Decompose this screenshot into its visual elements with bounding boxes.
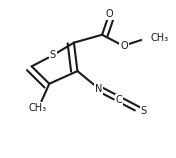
Text: CH₃: CH₃ — [29, 103, 47, 113]
Text: C: C — [116, 95, 123, 105]
Text: S: S — [141, 106, 147, 116]
Text: CH₃: CH₃ — [150, 33, 169, 43]
Text: S: S — [50, 49, 56, 60]
Text: O: O — [105, 9, 113, 19]
Text: N: N — [95, 84, 102, 94]
Text: O: O — [120, 41, 128, 51]
